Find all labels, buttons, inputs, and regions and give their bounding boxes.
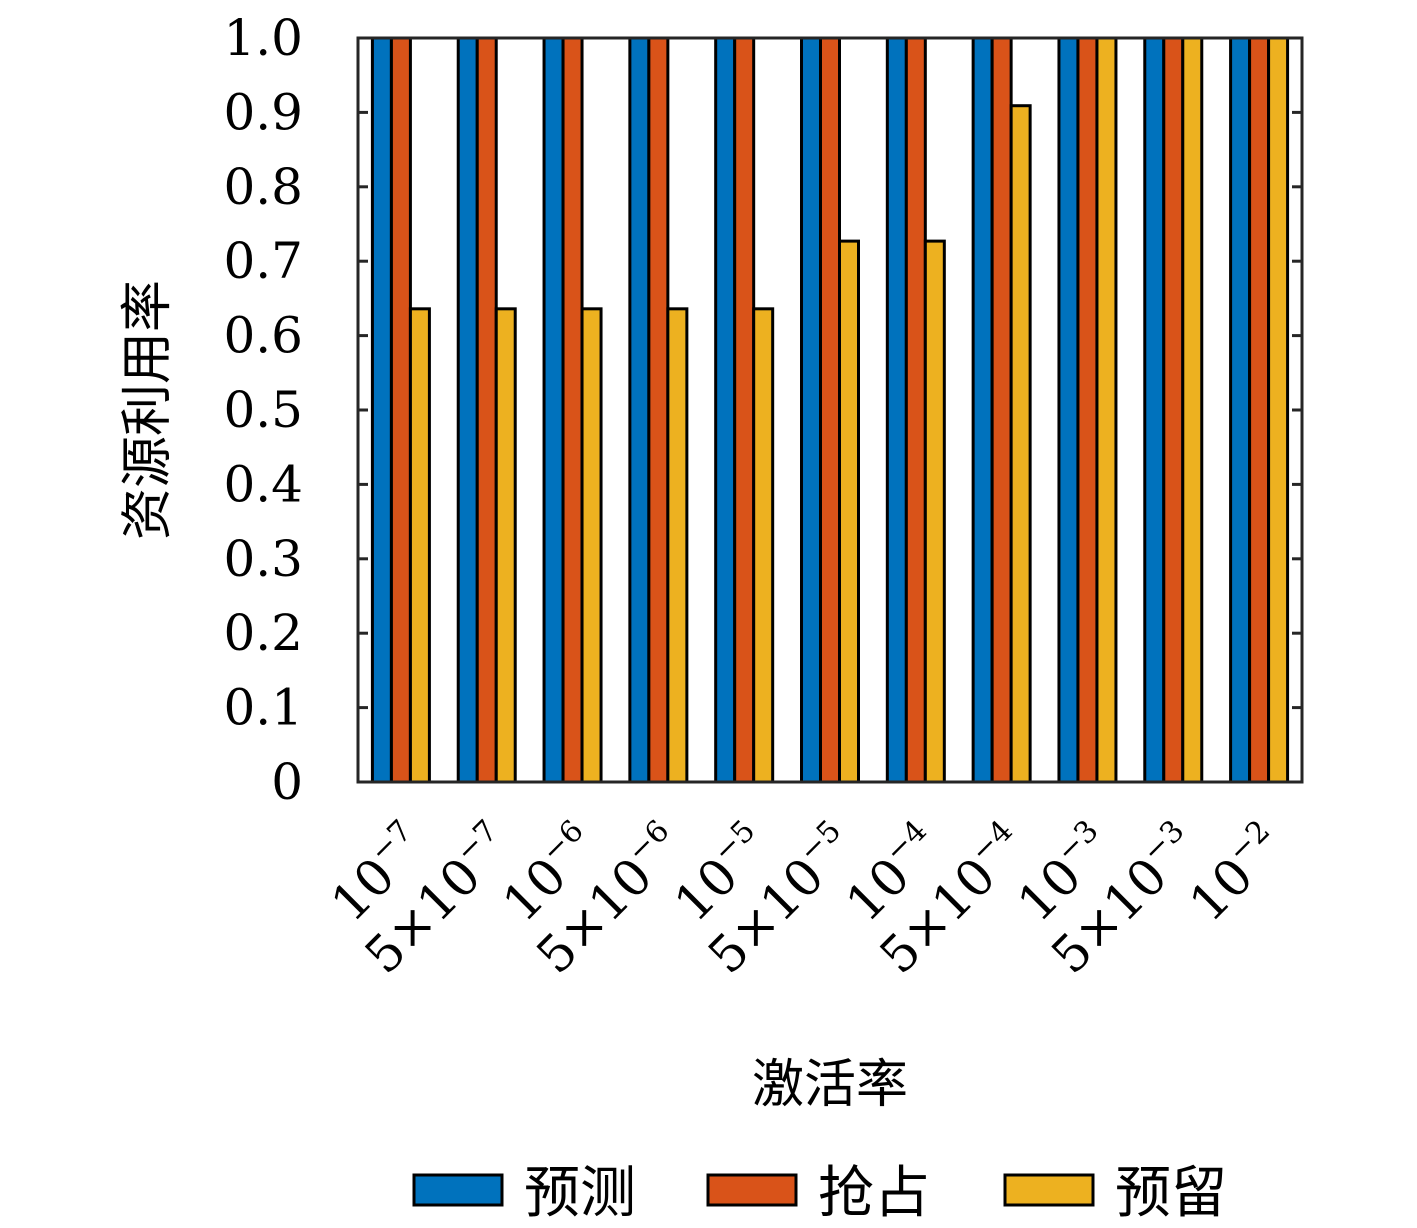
- bar-2-5: [733, 36, 756, 784]
- bar-2-2: [475, 36, 498, 784]
- bar-1-11: [1229, 36, 1252, 784]
- y-tick-label: 0.3: [223, 530, 303, 588]
- bar-1-8: [971, 36, 994, 784]
- y-tick-label: 0.9: [223, 83, 303, 141]
- bar-2-10: [1162, 36, 1185, 784]
- bar-2-11: [1248, 36, 1271, 784]
- x-axis: 10−75×10−710−65×10−610−55×10−510−45×10−4…: [320, 813, 1295, 985]
- bar-1-9: [1057, 36, 1080, 784]
- bar-2-4: [647, 36, 670, 784]
- y-tick-label: 0.4: [223, 455, 303, 513]
- bar-1-5: [714, 36, 737, 784]
- bar-2-1: [389, 36, 412, 784]
- bar-3-9: [1095, 36, 1118, 784]
- legend-label-2: 抢占: [818, 1161, 930, 1226]
- bar-3-11: [1267, 36, 1290, 784]
- bar-2-9: [1076, 36, 1099, 784]
- y-tick-label: 0.8: [223, 158, 303, 216]
- bars-group: [370, 36, 1290, 784]
- y-axis-title: 资源利用率: [118, 280, 178, 540]
- bar-1-2: [456, 36, 479, 784]
- bar-3-1: [408, 307, 431, 784]
- bar-2-3: [561, 36, 584, 784]
- bar-1-10: [1143, 36, 1166, 784]
- bar-3-2: [494, 307, 517, 784]
- bar-2-6: [819, 36, 841, 784]
- bar-3-3: [580, 307, 603, 784]
- legend-swatch-3: [1003, 1173, 1095, 1207]
- y-axis: 0 0.1 0.2 0.3 0.4 0.5 0.6 0.7 0.8 0.9 1.0: [223, 9, 1302, 811]
- bar-1-6: [800, 36, 822, 784]
- bar-3-4: [666, 307, 689, 784]
- bar-3-6: [838, 239, 860, 784]
- bar-3-8: [1009, 104, 1032, 784]
- bar-1-1: [370, 36, 393, 784]
- y-tick-label: 0: [271, 753, 303, 811]
- legend-label-3: 预留: [1115, 1161, 1227, 1226]
- legend-label-1: 预测: [524, 1161, 636, 1226]
- y-tick-label: 0.7: [223, 232, 303, 290]
- y-tick-label: 0.6: [223, 307, 303, 365]
- bar-1-3: [542, 36, 565, 784]
- y-tick-label: 0.5: [223, 381, 303, 439]
- legend-swatch-2: [706, 1173, 798, 1207]
- y-tick-label: 0.1: [223, 679, 303, 737]
- bar-3-10: [1181, 36, 1204, 784]
- y-tick-label: 0.2: [223, 604, 303, 662]
- legend: 预测 抢占 预留: [412, 1161, 1227, 1226]
- y-tick-label: 1.0: [223, 9, 303, 67]
- legend-swatch-1: [412, 1173, 504, 1207]
- bar-1-7: [885, 36, 908, 784]
- bar-3-7: [923, 239, 946, 784]
- bar-1-4: [628, 36, 651, 784]
- x-tick-label: 10−2: [1176, 813, 1295, 932]
- bar-3-5: [752, 307, 775, 784]
- bar-2-7: [904, 36, 927, 784]
- bar-2-8: [990, 36, 1013, 784]
- x-axis-title: 激活率: [752, 1055, 908, 1115]
